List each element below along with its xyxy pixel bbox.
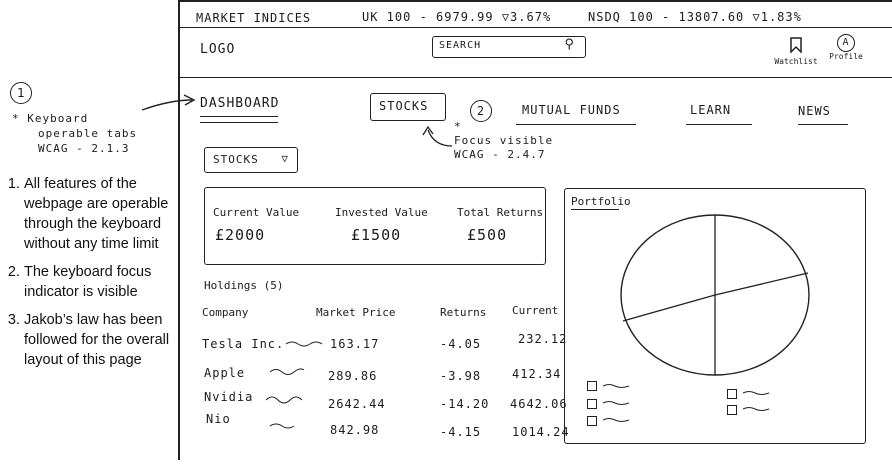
column-header: Company — [202, 306, 249, 319]
keyboard-note-line: WCAG - 2.1.3 — [38, 142, 130, 155]
holdings-title: Holdings (5) — [204, 279, 284, 292]
arrow-to-stocks — [422, 125, 453, 147]
current-value-label: Current Value — [213, 206, 300, 219]
profile-icon: A — [837, 34, 855, 52]
column-header: Market Price — [316, 306, 396, 319]
portfolio-pie-chart — [620, 214, 810, 376]
tab-mutual-funds[interactable]: MUTUAL FUNDS — [516, 99, 636, 126]
returns: -4.05 — [440, 337, 482, 351]
total-returns-label: Total Returns — [457, 206, 544, 219]
note-item: All features of the webpage are operable… — [24, 174, 188, 254]
current: 412.34 — [512, 367, 562, 381]
focus-note: * Focus visible WCAG - 2.4.7 — [454, 120, 553, 162]
current: 232.12 — [518, 332, 568, 346]
tab-mutual-funds-label: MUTUAL FUNDS — [522, 103, 621, 117]
invested-value-label: Invested Value — [335, 206, 428, 219]
company-name: Nio — [206, 412, 231, 426]
focus-note-line: Focus visible — [454, 134, 554, 147]
legend-swatch — [727, 389, 737, 399]
annotation-marker-1: 1 — [10, 82, 32, 104]
note-item: The keyboard focus indicator is visible — [24, 262, 188, 302]
returns: -3.98 — [440, 369, 482, 383]
returns: -4.15 — [440, 425, 482, 439]
annotation-marker-2: 2 — [470, 100, 492, 122]
note-item: Jakob’s law has been followed for the ov… — [24, 310, 188, 370]
legend-squiggles — [602, 384, 770, 422]
search-input[interactable]: SEARCH ⚲ — [432, 36, 586, 58]
legend-swatch — [727, 405, 737, 415]
tab-learn-label: LEARN — [690, 103, 732, 117]
portfolio-card: Portfolio — [564, 188, 866, 444]
market-price: 2642.44 — [328, 397, 386, 411]
tab-dashboard[interactable]: DASHBOARD — [200, 92, 280, 124]
watchlist-button[interactable]: Watchlist — [773, 37, 819, 66]
invested-value: £1500 — [351, 226, 402, 244]
profile-label: Profile — [829, 52, 863, 61]
wireframe: MARKET INDICES UK 100 - 6979.99 ▽3.67% N… — [178, 0, 892, 471]
summary-card: Current Value £2000 Invested Value £1500… — [204, 187, 546, 265]
search-placeholder: SEARCH — [439, 40, 482, 51]
focus-note-line: WCAG - 2.4.7 — [454, 148, 546, 161]
stocks-dropdown[interactable]: STOCKS ▽ — [204, 147, 298, 173]
keyboard-note-line: * Keyboard — [12, 112, 89, 125]
current: 4642.06 — [510, 397, 568, 411]
tab-learn[interactable]: LEARN — [686, 99, 752, 126]
search-icon[interactable]: ⚲ — [564, 37, 575, 52]
company-name: Tesla Inc. — [202, 337, 285, 351]
bookmark-icon — [790, 37, 802, 54]
arrow-to-dashboard — [141, 94, 196, 111]
returns: -14.20 — [440, 397, 490, 411]
ticker-uk: UK 100 - 6979.99 ▽3.67% — [362, 10, 552, 24]
legend-swatch — [587, 381, 597, 391]
tab-news-label: NEWS — [798, 104, 831, 118]
tab-news[interactable]: NEWS — [798, 100, 848, 126]
column-header: Returns — [440, 306, 487, 319]
tab-dashboard-label: DASHBOARD — [200, 96, 280, 111]
portfolio-title: Portfolio — [571, 195, 631, 208]
company-name: Apple — [204, 366, 246, 380]
company-name: Nvidia — [204, 390, 254, 404]
column-header: Current — [512, 304, 559, 317]
squiggle-lines — [265, 341, 323, 429]
legend-swatch — [587, 399, 597, 409]
tab-stocks-label: STOCKS — [379, 99, 429, 113]
current-value: £2000 — [215, 226, 266, 244]
keyboard-note: * Keyboard operable tabs WCAG - 2.1.3 — [12, 111, 137, 156]
profile-button[interactable]: A Profile — [823, 34, 869, 61]
market-price: 289.86 — [328, 369, 378, 383]
ticker-title: MARKET INDICES — [196, 11, 312, 25]
focus-note-line: * — [454, 120, 462, 133]
market-price: 842.98 — [330, 423, 380, 437]
legend-swatch — [587, 416, 597, 426]
annotation-notes: All features of the webpage are operable… — [0, 174, 188, 378]
chevron-down-icon: ▽ — [281, 152, 289, 165]
dropdown-selected: STOCKS — [213, 153, 259, 166]
tab-stocks[interactable]: STOCKS — [370, 93, 446, 121]
ticker-nsdq: NSDQ 100 - 13807.60 ▽1.83% — [588, 10, 802, 24]
current: 1014.24 — [512, 425, 570, 439]
total-returns-value: £500 — [467, 226, 508, 244]
keyboard-note-line: operable tabs — [38, 127, 138, 140]
market-price: 163.17 — [330, 337, 380, 351]
logo[interactable]: LOGO — [200, 42, 236, 57]
watchlist-label: Watchlist — [774, 57, 818, 66]
